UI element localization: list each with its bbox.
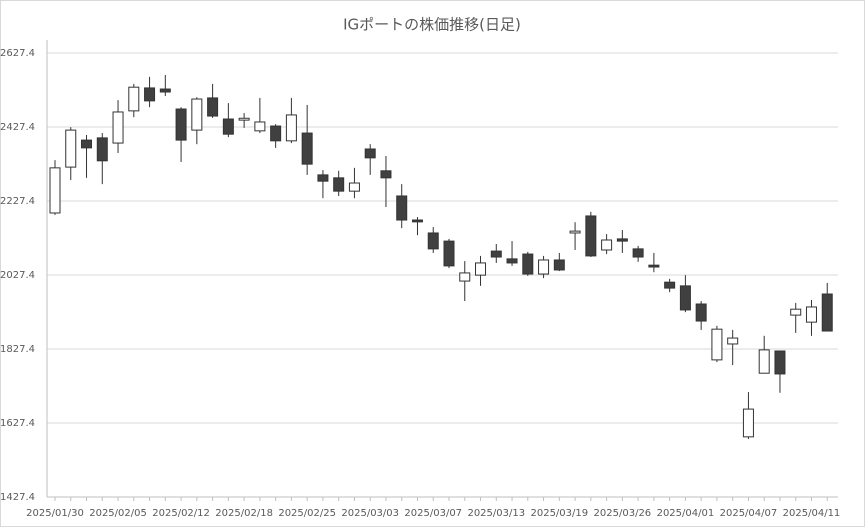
candle-body xyxy=(506,258,518,264)
candle-body xyxy=(522,253,534,275)
candle-body xyxy=(758,349,770,374)
x-tick-label: 2025/03/19 xyxy=(530,508,588,519)
candle-body xyxy=(144,87,156,102)
candle-body xyxy=(538,259,550,275)
candle-body xyxy=(616,238,628,242)
candle-body xyxy=(790,308,802,316)
candle-body xyxy=(159,88,171,93)
candle-body xyxy=(65,129,77,168)
candle-body xyxy=(112,111,124,144)
x-tick-label: 2025/01/30 xyxy=(26,508,84,519)
y-tick-label: 2027.4 xyxy=(0,270,35,281)
candle-body xyxy=(222,118,234,135)
candle-body xyxy=(175,108,187,141)
candle-body xyxy=(459,272,471,282)
candle-body xyxy=(711,328,723,361)
candle-body xyxy=(191,98,203,131)
candle-body xyxy=(238,117,250,121)
candle-body xyxy=(805,306,817,323)
x-tick-label: 2025/03/03 xyxy=(341,508,399,519)
candle-body xyxy=(81,139,93,149)
candle-body xyxy=(270,125,282,142)
candle-body xyxy=(301,132,313,165)
candle-body xyxy=(569,230,581,234)
y-tick-label: 2227.4 xyxy=(0,196,35,207)
candle-body xyxy=(207,97,219,117)
candle-body xyxy=(333,177,345,192)
x-tick-label: 2025/03/13 xyxy=(467,508,525,519)
candle-body xyxy=(774,350,786,375)
y-tick-label: 2627.4 xyxy=(0,48,35,59)
candle-body xyxy=(727,337,739,345)
candle-body xyxy=(317,174,329,182)
candle-body xyxy=(348,182,360,192)
x-tick-label: 2025/02/05 xyxy=(89,508,147,519)
y-tick-label: 2427.4 xyxy=(0,122,35,133)
x-tick-label: 2025/02/25 xyxy=(278,508,336,519)
candle-body xyxy=(648,264,660,268)
x-tick-label: 2025/04/01 xyxy=(657,508,715,519)
candle-body xyxy=(695,303,707,322)
candle-body xyxy=(679,285,691,311)
candle-body xyxy=(427,232,439,250)
candle-body xyxy=(664,281,676,289)
candle-body xyxy=(128,86,140,112)
candle-body xyxy=(285,114,297,142)
candle-body xyxy=(585,215,597,257)
candle-body xyxy=(49,167,61,214)
y-tick-label: 1627.4 xyxy=(0,418,35,429)
y-tick-label: 1827.4 xyxy=(0,344,35,355)
candle-body xyxy=(490,250,502,258)
x-tick-label: 2025/03/07 xyxy=(404,508,462,519)
x-tick-label: 2025/02/18 xyxy=(215,508,273,519)
x-tick-label: 2025/04/11 xyxy=(783,508,841,519)
candle-body xyxy=(742,408,754,438)
candle-body xyxy=(364,148,376,159)
candle-body xyxy=(380,170,392,179)
candle-body xyxy=(396,195,408,221)
candle-body xyxy=(475,262,487,276)
candle-body xyxy=(821,293,833,332)
chart-title: IGポートの株価推移(日足) xyxy=(343,16,521,34)
candle-body xyxy=(96,137,108,162)
candle-body xyxy=(443,240,455,267)
candle-body xyxy=(411,219,423,223)
x-tick-label: 2025/04/07 xyxy=(720,508,778,519)
x-tick-label: 2025/02/12 xyxy=(152,508,210,519)
candle-body xyxy=(553,259,565,271)
x-tick-label: 2025/03/26 xyxy=(594,508,652,519)
y-tick-label: 1427.4 xyxy=(0,492,35,503)
candle-body xyxy=(632,248,644,258)
candle-body xyxy=(254,121,266,132)
candle-body xyxy=(601,239,613,251)
